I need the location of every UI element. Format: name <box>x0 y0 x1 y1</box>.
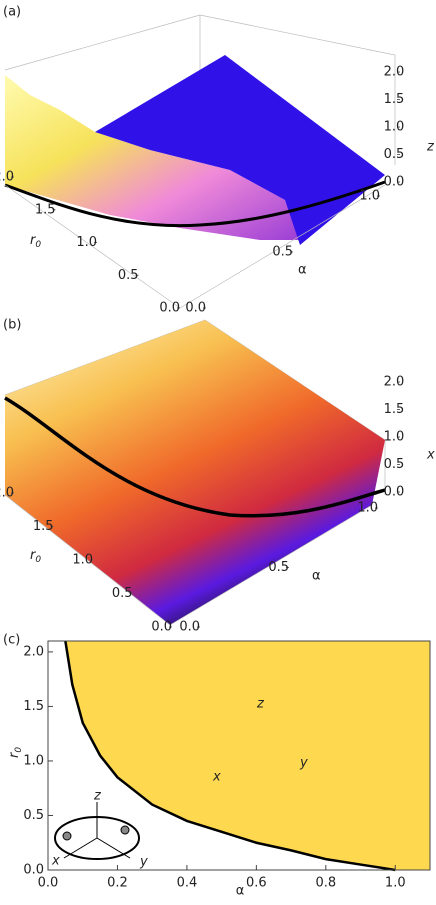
inset-label: x <box>212 770 221 785</box>
axis-label-sub: 0 <box>35 555 41 565</box>
tick-label: 0.4 <box>177 876 198 891</box>
tick-label: 0.5 <box>23 808 44 823</box>
axis-label: α <box>298 263 307 278</box>
tick-label: 0.5 <box>268 560 289 575</box>
inset-label: z <box>93 789 102 804</box>
tick-label: 0.5 <box>118 268 139 283</box>
tick-label: 1.0 <box>72 553 93 568</box>
axis-label-sub: 0 <box>35 240 41 250</box>
inset-label: z <box>256 697 265 712</box>
tick-label: 0.5 <box>272 245 293 260</box>
tick-label: 2.0 <box>384 375 405 390</box>
tick-label: 0.2 <box>107 876 128 891</box>
plot-frame <box>47 640 431 871</box>
tick-label: 1.0 <box>384 430 405 445</box>
axis-label: α <box>236 884 245 899</box>
axis-label: z <box>426 140 435 155</box>
tick-label: 2.0 <box>23 644 44 659</box>
tick-label: 1.5 <box>384 92 405 107</box>
inset-label: x <box>51 854 60 869</box>
tick-label: 1.0 <box>359 189 380 204</box>
tick-label: 0.5 <box>384 457 405 472</box>
surface-b <box>4 319 386 626</box>
tick-label: 1.0 <box>357 501 378 516</box>
axis-label: r0 <box>7 747 24 758</box>
inset-label: y <box>299 756 308 771</box>
inset-label: y <box>139 855 148 870</box>
tick-label: 0.5 <box>112 586 133 601</box>
boundary-line <box>64 640 396 872</box>
axis-label-main: r <box>30 233 37 248</box>
tick-label: 2.0 <box>0 170 14 185</box>
tick-label: 0.0 <box>185 301 206 316</box>
tick-label: 2.0 <box>0 486 14 501</box>
axis-label: r0 <box>30 233 41 250</box>
axis-label: r0 <box>30 548 41 565</box>
region <box>65 641 430 870</box>
tick-label: 1.0 <box>76 235 97 250</box>
axis-label-sub: 0 <box>14 747 24 753</box>
tick-label: 0.0 <box>151 620 172 635</box>
tick-label: 0.0 <box>384 175 405 190</box>
tick-label: 1.0 <box>384 120 405 135</box>
panel-label: (c) <box>3 633 20 648</box>
panel-label: (b) <box>3 318 21 333</box>
panel-label: (a) <box>3 5 21 20</box>
tick-label: 1.0 <box>385 876 406 891</box>
tick-label: 1.5 <box>33 519 54 534</box>
surface-a <box>4 14 396 309</box>
tick-label: 1.5 <box>23 699 44 714</box>
axis-label-main: r <box>7 751 22 758</box>
axis-label: α <box>312 569 321 584</box>
tick-label: 0.0 <box>179 620 200 635</box>
axis-label-main: r <box>30 548 37 563</box>
tick-label: 0.6 <box>246 876 267 891</box>
tick-label: 0.0 <box>23 863 44 878</box>
tick-label: 1.5 <box>35 202 56 217</box>
tick-label: 0.0 <box>38 876 59 891</box>
tick-label: 1.5 <box>384 402 405 417</box>
tick-label: 2.0 <box>384 65 405 80</box>
tick-label: 0.0 <box>384 485 405 500</box>
tick-label: 1.0 <box>23 753 44 768</box>
tick-label: 0.8 <box>315 876 336 891</box>
axis-label: x <box>426 448 435 463</box>
tick-label: 0.0 <box>159 301 180 316</box>
tick-label: 0.5 <box>384 147 405 162</box>
